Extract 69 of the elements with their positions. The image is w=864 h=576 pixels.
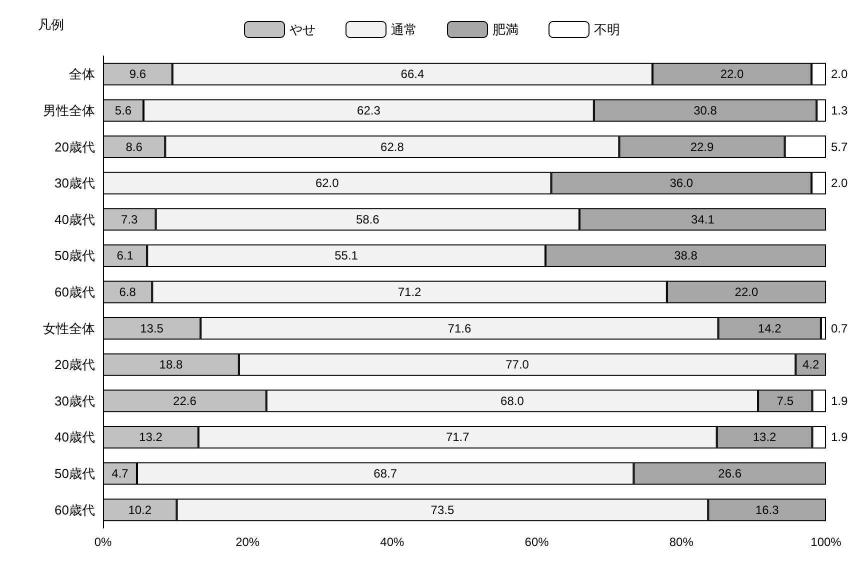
- y-tick-label: 女性全体: [43, 320, 95, 336]
- data-label: 68.0: [500, 394, 524, 408]
- data-label: 6.8: [119, 285, 136, 299]
- data-label: 4.2: [802, 358, 820, 372]
- y-tick-label: 50歳代: [54, 248, 95, 264]
- y-tick-label: 30歳代: [54, 176, 95, 191]
- data-label: 26.6: [718, 466, 742, 481]
- legend-label: 肥満: [492, 22, 518, 37]
- data-label: 34.1: [691, 212, 715, 226]
- data-label: 71.2: [398, 285, 422, 299]
- x-tick-label: 20%: [236, 535, 260, 549]
- data-label: 58.6: [356, 212, 380, 226]
- y-tick-label: 60歳代: [54, 502, 95, 518]
- data-label: 38.8: [674, 248, 698, 263]
- data-label: 22.9: [690, 140, 714, 154]
- data-label: 6.1: [116, 248, 134, 263]
- data-label: 71.7: [446, 430, 470, 444]
- x-tick-label: 80%: [669, 535, 694, 549]
- data-label: 2.0: [831, 67, 848, 82]
- y-tick-label: 20歳代: [54, 139, 95, 154]
- data-label: 16.3: [755, 502, 780, 517]
- data-label: 9.6: [129, 67, 146, 82]
- x-tick-label: 40%: [380, 535, 405, 549]
- data-label: 13.2: [139, 430, 163, 444]
- data-label: 13.5: [140, 321, 164, 336]
- data-label: 36.0: [670, 176, 694, 190]
- data-label: 18.8: [159, 358, 183, 372]
- data-label: 66.4: [400, 67, 424, 82]
- data-label: 7.3: [121, 212, 138, 226]
- data-label: 14.2: [758, 321, 782, 336]
- data-label: 71.6: [448, 321, 472, 336]
- data-label: 4.7: [112, 466, 129, 481]
- data-label: 1.9: [831, 394, 848, 408]
- data-label: 62.0: [315, 176, 340, 190]
- y-tick-label: 男性全体: [43, 102, 95, 118]
- data-label: 5.7: [831, 140, 848, 154]
- data-label: 62.3: [357, 103, 381, 118]
- y-tick-label: 20歳代: [54, 357, 95, 372]
- x-tick-label: 0%: [94, 535, 112, 549]
- y-tick-label: 全体: [69, 66, 95, 82]
- data-label: 7.5: [776, 394, 794, 408]
- y-tick-label: 60歳代: [54, 284, 95, 300]
- data-label: 30.8: [694, 103, 718, 118]
- data-label: 1.9: [831, 430, 848, 444]
- data-label: 55.1: [334, 248, 358, 263]
- x-tick-label: 60%: [524, 535, 550, 549]
- legend-label: やせ: [290, 22, 316, 37]
- data-label: 2.0: [831, 176, 848, 190]
- data-label: 1.3: [831, 103, 848, 118]
- data-label: 73.5: [430, 502, 454, 517]
- data-label: 68.7: [374, 466, 398, 481]
- data-label: 22.0: [734, 285, 758, 299]
- data-label: 0.7: [831, 321, 848, 336]
- data-label: 22.0: [720, 67, 744, 82]
- legend-label: 通常: [391, 22, 417, 37]
- legend-title: 凡例: [38, 17, 64, 32]
- legend-label: 不明: [594, 22, 620, 37]
- data-label: 5.6: [114, 103, 132, 118]
- data-label: 22.6: [173, 394, 197, 408]
- x-tick-label: 100%: [810, 535, 842, 549]
- y-tick-label: 30歳代: [54, 393, 95, 408]
- y-tick-label: 40歳代: [54, 430, 95, 445]
- data-label: 8.6: [126, 140, 143, 154]
- data-label: 13.2: [752, 430, 777, 444]
- y-tick-label: 40歳代: [54, 212, 95, 227]
- data-label: 77.0: [506, 358, 530, 372]
- y-tick-label: 50歳代: [54, 466, 95, 482]
- data-label: 10.2: [128, 502, 152, 517]
- data-label: 62.8: [380, 140, 404, 154]
